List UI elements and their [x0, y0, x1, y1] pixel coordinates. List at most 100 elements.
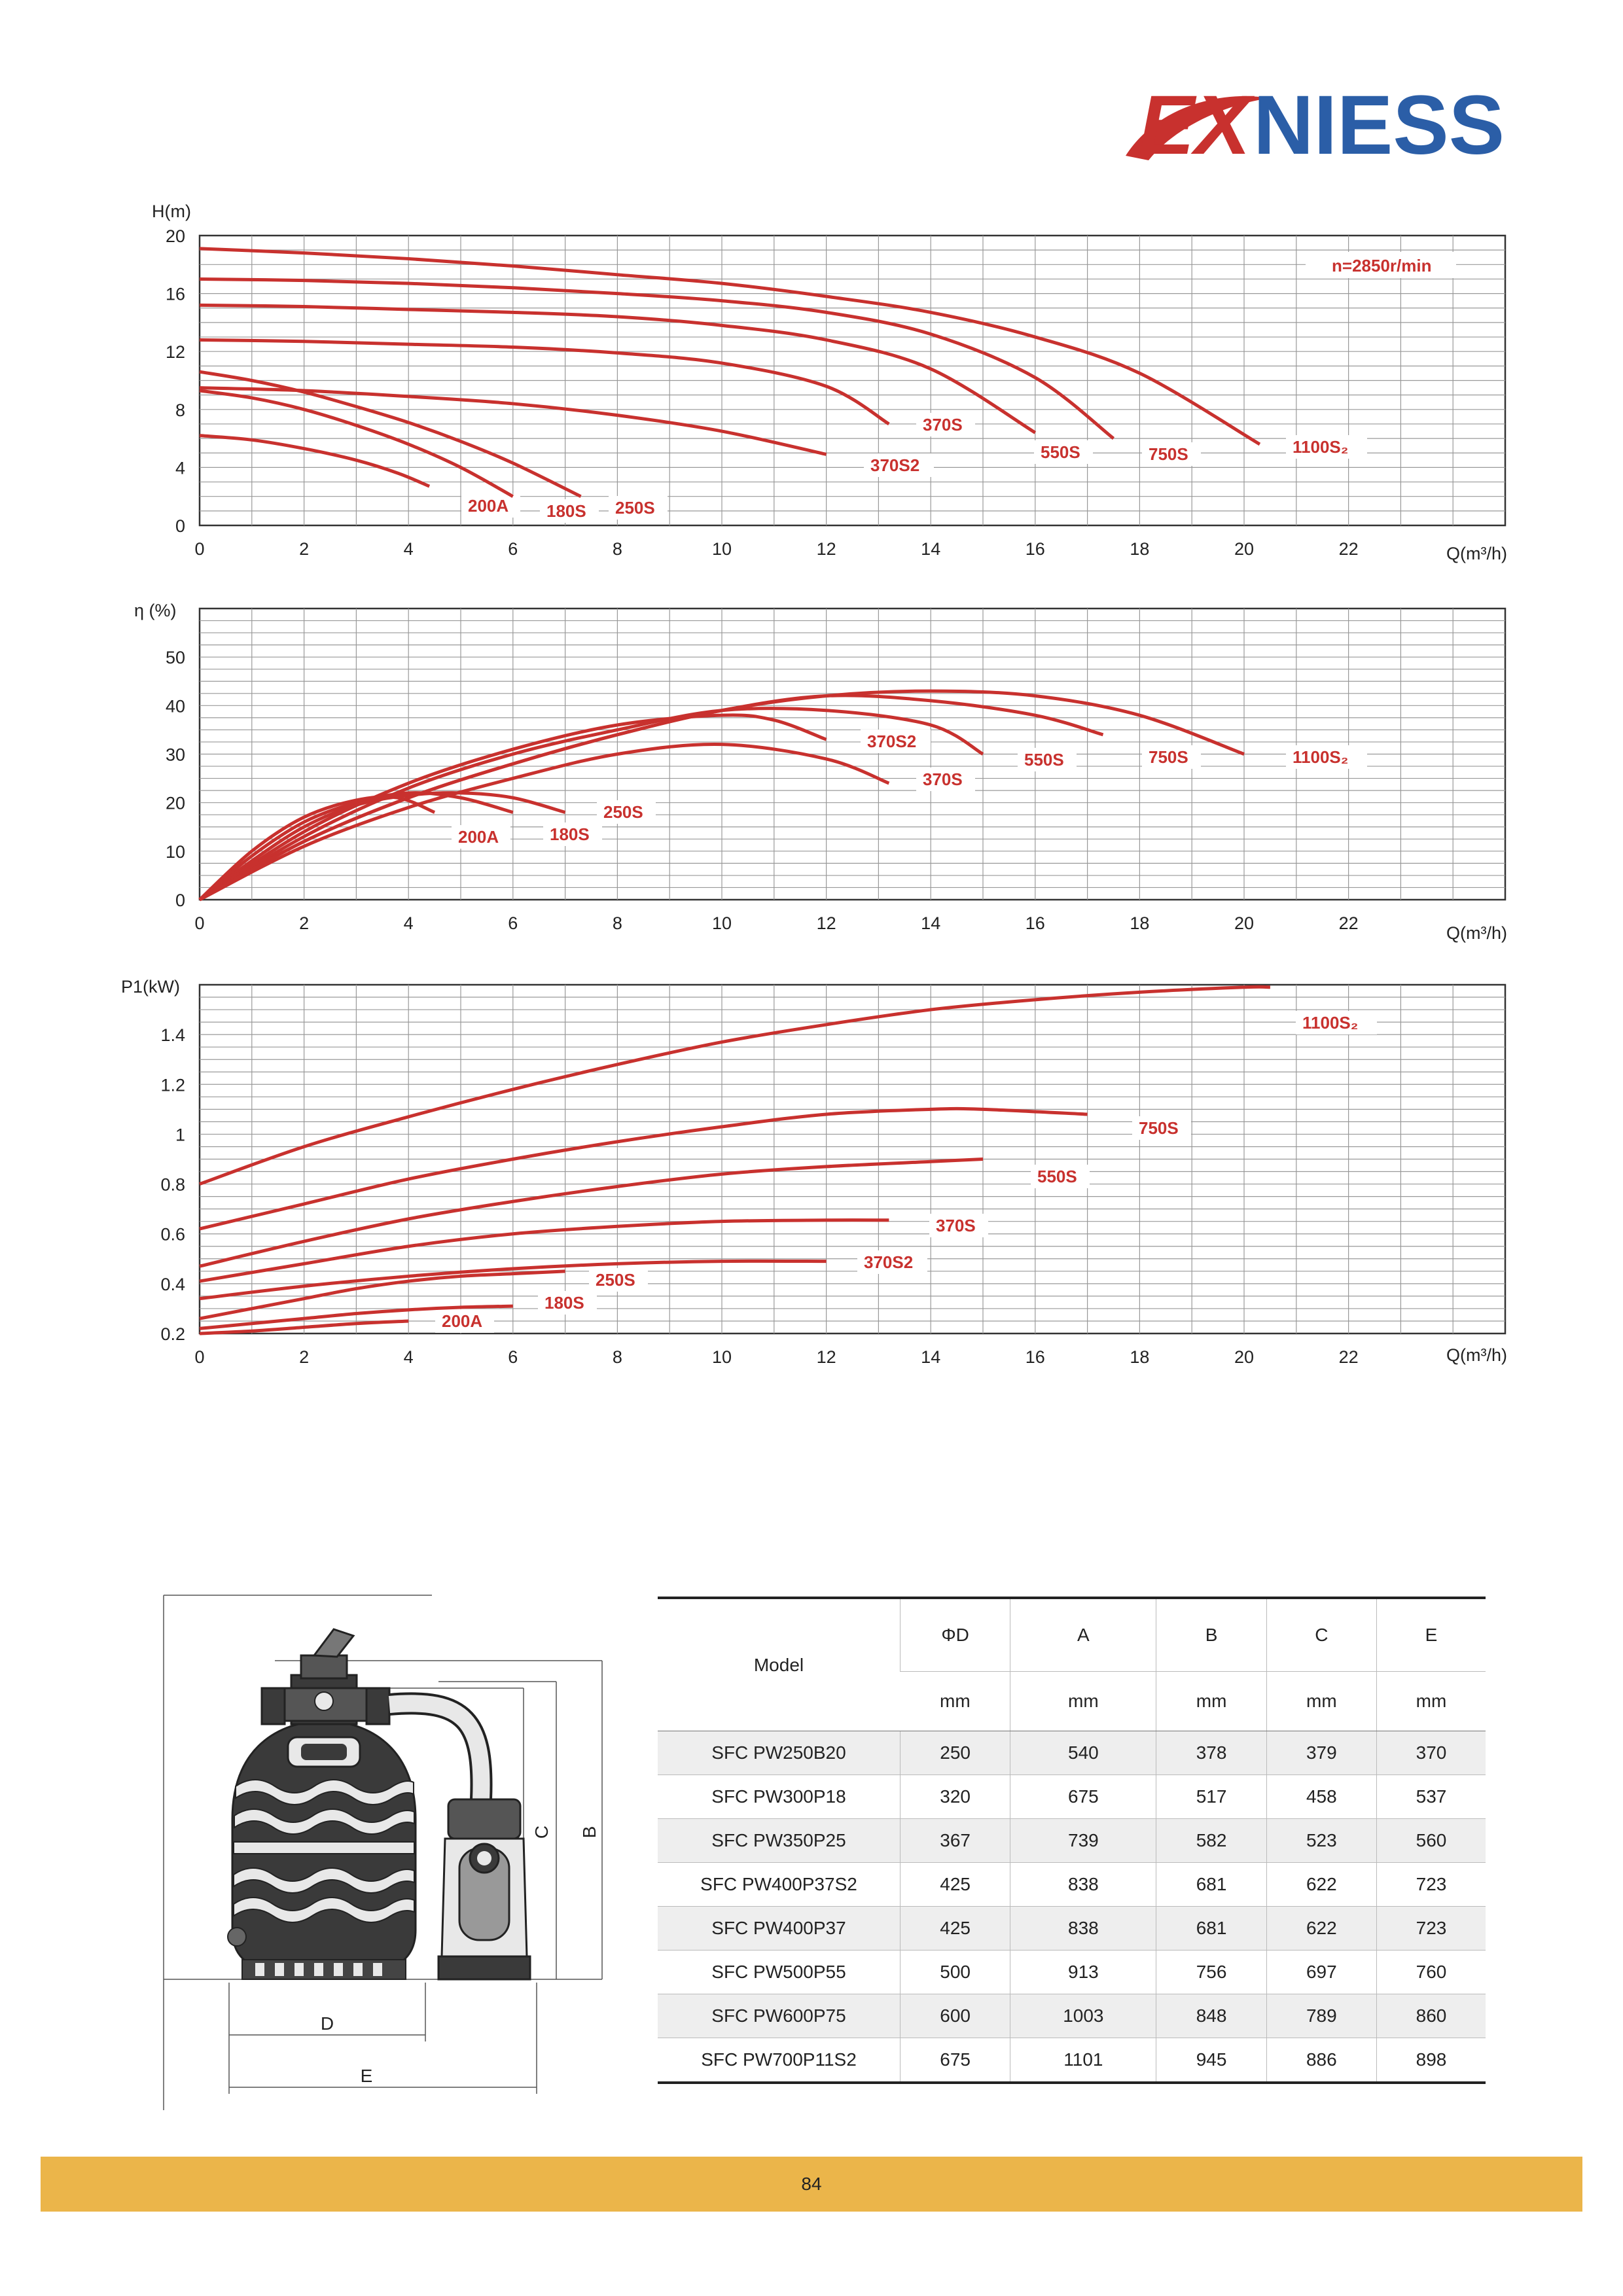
- efficiency-chart: 0 2 4 6 8 10 12 14 16 18 20 22 0 10 20 30 40 50 200A 180S 2…: [134, 601, 1507, 943]
- value-cell: 681: [1156, 1862, 1267, 1907]
- series-line-370S: [199, 338, 890, 426]
- model-cell: SFC PW700P11S2: [701, 2049, 857, 2070]
- x-tick-label: 0: [194, 1347, 204, 1367]
- x-tick-label: 12: [817, 539, 836, 559]
- x-tick-label: 12: [817, 1347, 836, 1367]
- x-tick-label: 22: [1339, 913, 1359, 933]
- y-tick-label: 4: [175, 458, 185, 478]
- series-label-bg: [1142, 745, 1201, 769]
- series-label: 200A: [468, 496, 508, 516]
- x-tick-label: 22: [1339, 1347, 1359, 1367]
- x-tick-label: 16: [1026, 539, 1045, 559]
- x-tick-label: 16: [1026, 1347, 1045, 1367]
- table-row: SFC PW700P11S2 675 1101 945 886 898: [658, 2038, 1486, 2083]
- model-cell: SFC PW300P18: [658, 1775, 901, 1819]
- series-line-1100S₂: [199, 247, 1261, 446]
- x-tick-label: 20: [1234, 1347, 1254, 1367]
- dim-label-d: D: [321, 2013, 334, 2034]
- x-tick-label: 8: [613, 913, 622, 933]
- x-tick-label: 6: [508, 1347, 518, 1367]
- table-row: SFC PW400P37S2 425 838 681 622 723: [658, 1862, 1486, 1907]
- series-label: 180S: [550, 824, 590, 844]
- y-tick-label: 0: [175, 891, 185, 910]
- series-label-bg: [589, 1268, 648, 1292]
- efficiency-xlabel: Q(m³/h): [1446, 923, 1507, 943]
- series-label-bg: [1142, 442, 1201, 466]
- logo-prefix: EX: [1139, 79, 1255, 172]
- series-label: 370S: [923, 415, 963, 434]
- value-cell: 789: [1266, 1994, 1377, 2038]
- value-cell: 681: [1156, 1906, 1267, 1951]
- x-tick-label: 20: [1234, 539, 1254, 559]
- unit-a: mm: [1010, 1671, 1156, 1731]
- series-label: 1100S₂: [1293, 747, 1348, 767]
- x-tick-label: 16: [1026, 913, 1045, 933]
- value-cell: 886: [1266, 2038, 1377, 2083]
- value-cell: 723: [1376, 1862, 1486, 1907]
- x-tick-label: 14: [921, 1347, 940, 1367]
- col-header-d: ΦD: [899, 1598, 1010, 1672]
- x-tick-label: 8: [613, 1347, 622, 1367]
- value-cell: 675: [899, 2038, 1010, 2083]
- series-label-bg: [861, 730, 931, 753]
- value-cell: 517: [1156, 1775, 1267, 1819]
- x-tick-label: 2: [299, 539, 309, 559]
- y-tick-label: 20: [166, 226, 185, 246]
- col-header-e: E: [1376, 1598, 1486, 1672]
- series-label-bg: [864, 453, 934, 477]
- series-label-bg: [916, 413, 975, 436]
- efficiency-ylabel: η (%): [134, 601, 177, 620]
- value-cell: 739: [1010, 1818, 1156, 1863]
- series-line-550S: [199, 1157, 984, 1268]
- head-chart: 0 2 4 6 8 10 12 14 16 18 20 22 0 4 8 12 16 20 200A 180S 250…: [152, 202, 1507, 563]
- x-tick-label: 14: [921, 539, 940, 559]
- series-label: 200A: [442, 1311, 482, 1331]
- y-tick-label: 0.4: [160, 1275, 185, 1294]
- series-line-1100S₂: [199, 985, 1270, 1186]
- value-cell: 697: [1266, 1950, 1377, 1994]
- y-tick-label: 20: [166, 794, 185, 813]
- series-label-bg: [543, 822, 602, 846]
- model-cell: SFC PW400P37S2: [658, 1862, 901, 1907]
- exniess-logo: EX NIESS: [1126, 79, 1505, 172]
- x-tick-label: 4: [404, 1347, 414, 1367]
- series-line-180S: [199, 389, 514, 498]
- y-tick-label: 0.6: [160, 1225, 185, 1245]
- series-label-bg: [929, 1214, 988, 1237]
- x-tick-label: 0: [194, 539, 204, 559]
- series-label-bg: [1034, 440, 1093, 464]
- series-line-370S: [199, 1218, 889, 1283]
- series-label: 1100S₂: [1293, 437, 1348, 457]
- series-line-1100S₂: [198, 689, 1245, 902]
- table-row: SFC PW400P37 425 838 681 622 723: [658, 1906, 1486, 1951]
- series-label: 750S: [1149, 444, 1188, 464]
- series-label: 180S: [546, 501, 586, 521]
- x-tick-label: 10: [712, 913, 732, 933]
- series-label-bg: [452, 825, 510, 849]
- footer-bar: 84: [41, 2157, 1582, 2212]
- series-line-180S: [199, 1304, 513, 1330]
- series-label-bg: [461, 494, 520, 518]
- x-tick-label: 18: [1130, 1347, 1149, 1367]
- model-cell: SFC PW350P25: [658, 1818, 901, 1863]
- value-cell: 560: [1376, 1818, 1486, 1863]
- table-row: SFC PW300P18 320 675 517 458 537: [658, 1775, 1486, 1819]
- head-ylabel: H(m): [152, 202, 191, 221]
- y-tick-label: 40: [166, 696, 185, 716]
- series-label-bg: [1296, 1011, 1377, 1034]
- series-label-bg: [857, 1250, 927, 1274]
- model-cell: SFC PW500P55: [658, 1950, 901, 1994]
- x-tick-label: 4: [404, 539, 414, 559]
- y-tick-label: 10: [166, 842, 185, 862]
- x-tick-label: 0: [194, 913, 204, 933]
- x-tick-label: 2: [299, 913, 309, 933]
- x-tick-label: 8: [613, 539, 622, 559]
- series-label-bg: [916, 768, 975, 791]
- value-cell: 838: [1010, 1862, 1156, 1907]
- x-tick-label: 2: [299, 1347, 309, 1367]
- value-cell: 500: [899, 1950, 1010, 1994]
- value-cell: 723: [1376, 1906, 1486, 1951]
- value-cell: 458: [1266, 1775, 1377, 1819]
- value-cell: 675: [1010, 1775, 1156, 1819]
- value-cell: 756: [1156, 1950, 1267, 1994]
